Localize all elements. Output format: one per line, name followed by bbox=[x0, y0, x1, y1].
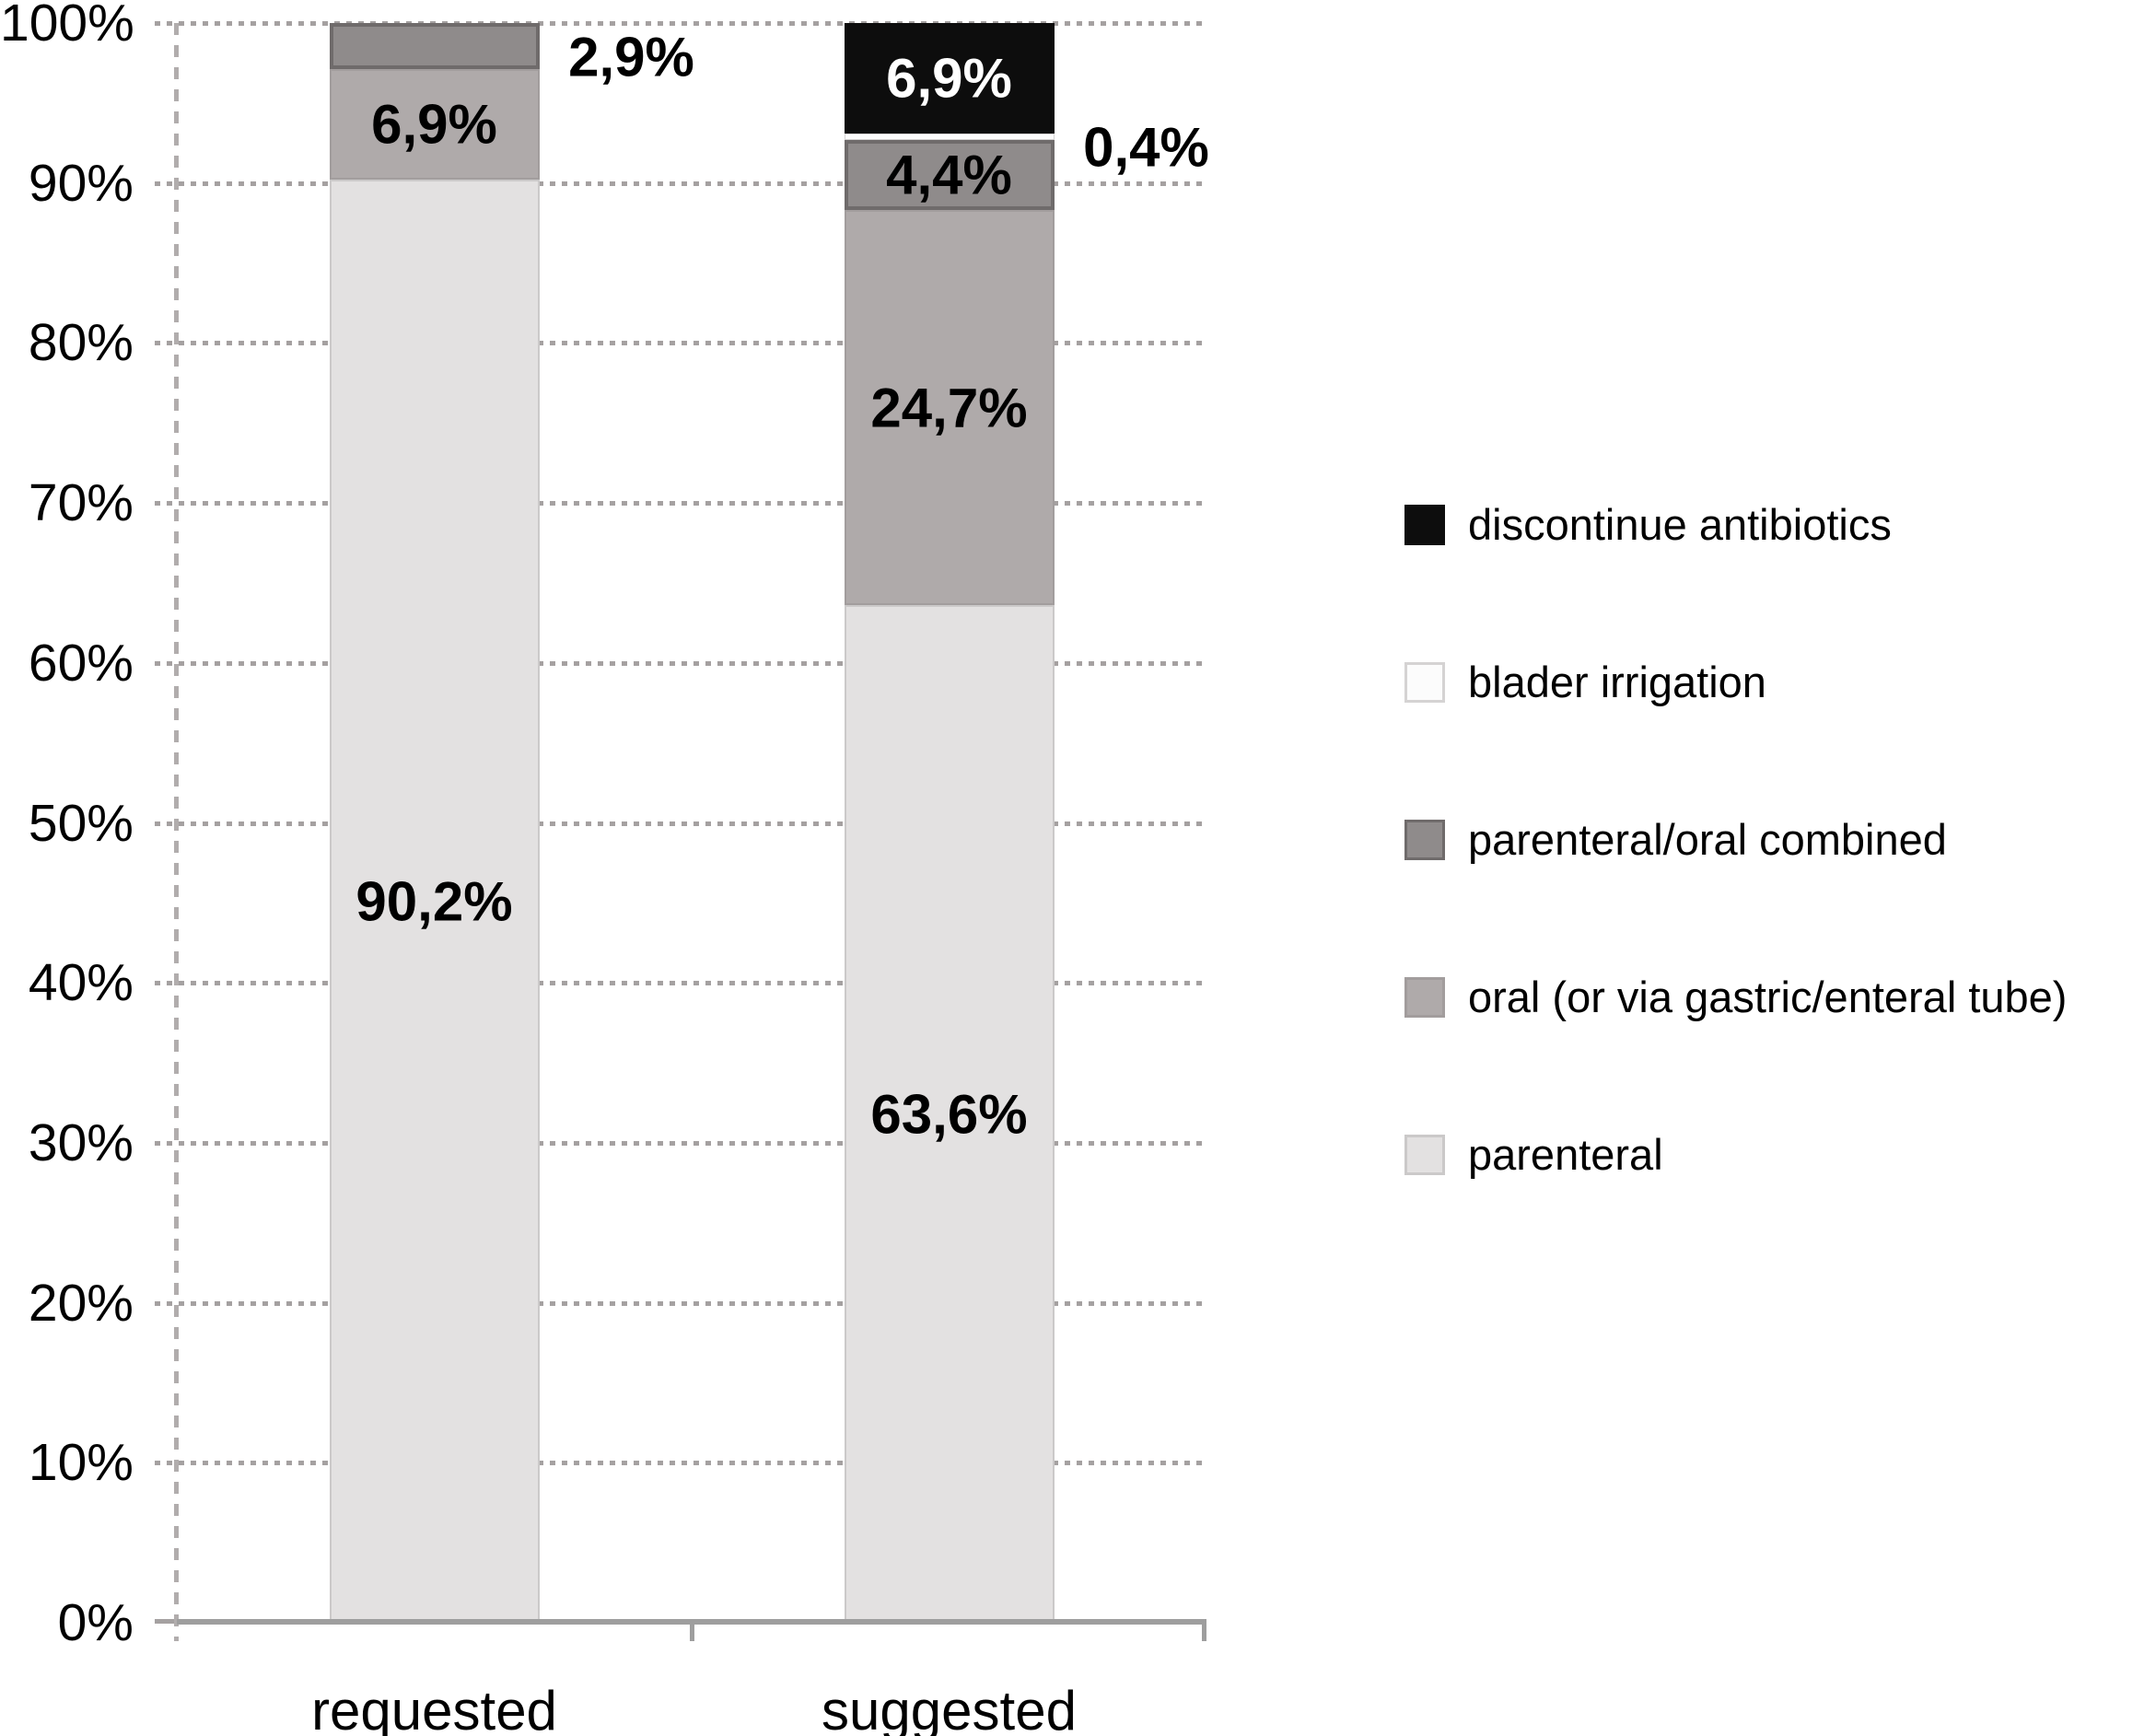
data-label-suggested-discontinue-antibiotics: 6,9% bbox=[886, 47, 1012, 110]
legend-swatch-discontinue-antibiotics bbox=[1404, 505, 1445, 545]
gridline-50pct bbox=[155, 821, 1206, 826]
y-axis-label-70pct: 70% bbox=[28, 473, 134, 533]
x-axis-tick-right bbox=[1202, 1625, 1206, 1641]
bar-segment-requested-parenteral bbox=[329, 180, 540, 1623]
legend-label-blader-irrigation: blader irrigation bbox=[1468, 658, 1766, 706]
y-axis-label-20pct: 20% bbox=[28, 1273, 134, 1333]
data-label-requested-parenteral-oral-combined: 2,9% bbox=[568, 26, 694, 88]
gridline-90pct bbox=[155, 181, 1206, 186]
data-label-suggested-oral-or-via-gastric-enteral-tube-: 24,7% bbox=[870, 377, 1028, 439]
x-axis-label-requested: requested bbox=[311, 1680, 557, 1736]
legend-swatch-parenteral-oral-combined bbox=[1404, 820, 1445, 860]
gridline-70pct bbox=[155, 501, 1206, 507]
gridline-100pct bbox=[155, 21, 1206, 26]
x-axis-label-suggested: suggested bbox=[822, 1680, 1077, 1736]
legend-label-parenteral: parenteral bbox=[1468, 1130, 1663, 1179]
y-axis-label-50pct: 50% bbox=[28, 793, 134, 853]
gridline-60pct bbox=[155, 660, 1206, 666]
gridline-10pct bbox=[155, 1461, 1206, 1466]
bar-segment-suggested-parenteral bbox=[844, 605, 1055, 1623]
gridline-40pct bbox=[155, 981, 1206, 986]
y-axis-label-0pct: 0% bbox=[57, 1593, 134, 1652]
x-axis-line bbox=[177, 1619, 1206, 1625]
gridline-30pct bbox=[155, 1140, 1206, 1146]
legend-swatch-blader-irrigation bbox=[1404, 662, 1445, 703]
y-axis-label-90pct: 90% bbox=[28, 153, 134, 213]
gridline-80pct bbox=[155, 341, 1206, 346]
x-axis-tick-middle bbox=[690, 1625, 694, 1641]
gridline-0pct-tick bbox=[155, 1619, 177, 1624]
data-label-requested-oral-or-via-gastric-enteral-tube-: 6,9% bbox=[371, 93, 497, 156]
legend-swatch-oral-or-via-gastric-enteral-tube- bbox=[1404, 977, 1445, 1018]
gridline-20pct bbox=[155, 1300, 1206, 1306]
data-label-suggested-parenteral-oral-combined: 4,4% bbox=[886, 144, 1012, 206]
bar-segment-requested-oral-or-via-gastric-enteral-tube- bbox=[329, 69, 540, 181]
bar-segment-suggested-discontinue-antibiotics bbox=[844, 23, 1055, 134]
data-label-requested-parenteral: 90,2% bbox=[355, 870, 513, 933]
y-axis-label-40pct: 40% bbox=[28, 953, 134, 1013]
data-label-suggested-parenteral: 63,6% bbox=[870, 1083, 1028, 1146]
y-axis-label-10pct: 10% bbox=[28, 1433, 134, 1493]
legend-swatch-parenteral bbox=[1404, 1135, 1445, 1175]
bar-segment-suggested-oral-or-via-gastric-enteral-tube- bbox=[844, 210, 1055, 606]
legend-label-parenteral-oral-combined: parenteral/oral combined bbox=[1468, 815, 1947, 864]
legend-label-discontinue-antibiotics: discontinue antibiotics bbox=[1468, 500, 1892, 549]
y-axis-label-80pct: 80% bbox=[28, 313, 134, 373]
data-label-suggested-blader-irrigation: 0,4% bbox=[1083, 116, 1209, 179]
bar-segment-suggested-blader-irrigation bbox=[844, 133, 1055, 140]
bar-segment-suggested-parenteral-oral-combined bbox=[844, 139, 1055, 211]
y-axis-label-30pct: 30% bbox=[28, 1113, 134, 1172]
y-axis-label-60pct: 60% bbox=[28, 633, 134, 693]
bar-segment-requested-parenteral-oral-combined bbox=[329, 23, 540, 70]
y-axis-label-100pct: 100% bbox=[0, 0, 134, 52]
y-axis-line bbox=[174, 23, 179, 1641]
legend-label-oral-or-via-gastric-enteral-tube-: oral (or via gastric/enteral tube) bbox=[1468, 973, 2068, 1021]
